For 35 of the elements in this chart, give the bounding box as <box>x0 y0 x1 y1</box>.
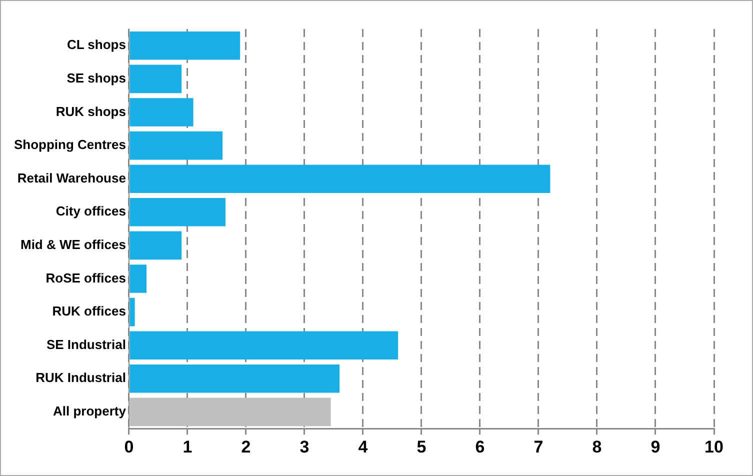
x-tick-label: 8 <box>592 437 602 456</box>
x-tick-label: 7 <box>534 437 544 456</box>
bar <box>130 198 226 226</box>
x-tick-label: 4 <box>358 437 368 456</box>
x-tick-label: 5 <box>416 437 426 456</box>
y-tick-label: All property <box>52 404 127 419</box>
bar <box>130 231 182 260</box>
y-tick-label: SE Industrial <box>46 336 126 352</box>
bar <box>130 331 398 360</box>
y-tick-label: RUK Industrial <box>36 370 126 386</box>
y-tick-label: CL shops <box>66 37 126 52</box>
bar <box>130 64 182 94</box>
y-tick-label: Mid & WE offices <box>20 237 126 252</box>
bar <box>130 264 146 293</box>
x-tick-label: 6 <box>475 437 485 456</box>
y-tick-label: RoSE offices <box>46 270 126 286</box>
y-tick-label: SE shops <box>66 70 126 86</box>
x-tick-label: 10 <box>704 437 724 456</box>
y-tick-label: Shopping Centres <box>14 137 126 152</box>
bar <box>130 131 223 160</box>
bar <box>130 98 194 126</box>
bar <box>130 164 550 194</box>
bar <box>130 364 340 393</box>
bar <box>130 298 135 326</box>
x-tick-label: 1 <box>182 437 192 456</box>
x-tick-label: 9 <box>650 437 660 456</box>
x-tick-label: 3 <box>300 437 310 456</box>
y-tick-label: RUK offices <box>52 304 126 319</box>
y-tick-label: Retail Warehouse <box>17 170 126 186</box>
x-tick-label: 2 <box>241 437 251 456</box>
y-tick-label: RUK shops <box>56 104 126 119</box>
bar <box>130 398 331 426</box>
y-tick-label: City offices <box>56 204 126 219</box>
bar <box>130 32 240 60</box>
x-tick-label: 0 <box>124 437 134 456</box>
